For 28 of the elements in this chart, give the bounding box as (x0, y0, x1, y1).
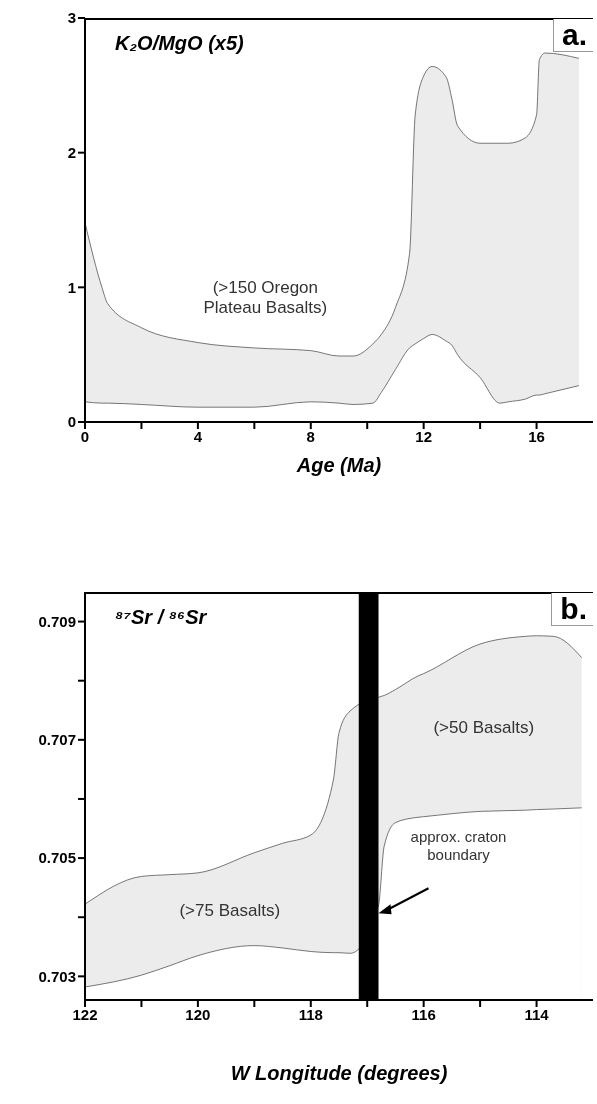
annotation: (>150 Oregon Plateau Basalts) (203, 277, 328, 317)
y-tick-label: 0.709 (38, 612, 76, 630)
x-tick-label: 8 (306, 427, 315, 445)
y-tick-label: 1 (67, 278, 76, 296)
x-tick-label: 0 (80, 427, 90, 445)
x-tick-label: 16 (528, 427, 545, 445)
annotation: (>75 Basalts) (179, 900, 281, 920)
annotation: (>50 Basalts) (433, 717, 535, 737)
y-tick-label: 2 (67, 143, 76, 161)
x-axis-title: W Longitude (degrees) (230, 1062, 448, 1084)
y-tick-label: 3 (67, 9, 76, 27)
annotation: a. (552, 18, 593, 52)
text: K₂O/MgO (x5) (115, 32, 244, 55)
x-tick-label: 120 (185, 1005, 211, 1023)
x-tick-label: 118 (298, 1005, 323, 1023)
y-tick-label: 0.705 (38, 849, 76, 867)
x-tick-label: 4 (193, 427, 203, 445)
text: ⁸⁷Sr / ⁸⁶Sr (115, 606, 207, 629)
x-tick-label: 114 (524, 1005, 550, 1023)
x-tick-label: 122 (72, 1005, 98, 1023)
y-tick-label: 0 (67, 413, 76, 431)
y-tick-label: 0.707 (38, 731, 76, 749)
band-label: approx. craton boundary (410, 827, 507, 863)
x-tick-label: 12 (415, 427, 433, 445)
x-axis-title: Age (Ma) (295, 454, 382, 476)
y-tick-label: 0.703 (38, 967, 76, 985)
x-tick-label: 116 (411, 1005, 436, 1023)
annotation: b. (551, 592, 593, 626)
